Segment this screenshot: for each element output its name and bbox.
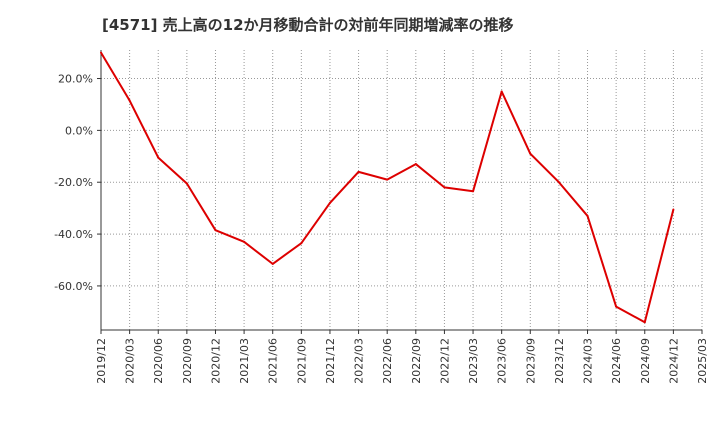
x-tick-label: 2020/09: [181, 338, 194, 384]
series-group: [100, 51, 675, 324]
data-point: [500, 90, 503, 93]
x-tick-label: 2024/09: [639, 338, 652, 384]
chart-title: [4571] 売上高の12か月移動合計の対前年同期増減率の推移: [102, 16, 514, 34]
data-point: [100, 51, 102, 54]
x-tick-label: 2023/09: [524, 338, 537, 384]
data-point: [357, 170, 360, 173]
data-point: [328, 201, 331, 204]
x-tick-label: 2021/09: [295, 338, 308, 384]
data-point: [472, 190, 475, 193]
x-tick-label: 2021/06: [267, 338, 280, 384]
data-point: [243, 240, 246, 243]
x-tick-label: 2022/12: [438, 338, 451, 384]
data-point: [414, 163, 417, 166]
x-tick-label: 2021/12: [324, 338, 337, 384]
grid-lines: [101, 50, 703, 330]
data-point: [586, 214, 589, 217]
data-point: [672, 208, 675, 211]
data-point: [529, 152, 532, 155]
x-tick-label: 2023/03: [467, 338, 480, 384]
x-tick-label: 2020/06: [152, 338, 165, 384]
y-tick-label: 0.0%: [65, 124, 93, 137]
x-axis-ticks: 2019/12 2020/03 2020/06 2020/09 2020/12 2021/…: [95, 330, 709, 384]
y-tick-label: -20.0%: [54, 176, 93, 189]
data-point: [185, 182, 188, 185]
y-axis-ticks: 20.0% 0.0% -20.0% -40.0% -60.0%: [54, 73, 101, 293]
data-point: [157, 156, 160, 159]
x-tick-label: 2024/06: [610, 338, 623, 384]
data-point: [443, 186, 446, 189]
x-tick-label: 2024/03: [582, 338, 595, 384]
x-tick-label: 2020/03: [124, 338, 137, 384]
x-tick-label: 2023/06: [496, 338, 509, 384]
data-point: [128, 99, 131, 102]
x-tick-label: 2023/12: [553, 338, 566, 384]
x-tick-label: 2020/12: [209, 338, 222, 384]
data-point: [271, 262, 274, 265]
x-tick-label: 2025/03: [696, 338, 709, 384]
data-point: [300, 242, 303, 245]
y-tick-label: 20.0%: [58, 73, 93, 86]
data-point: [557, 181, 560, 184]
x-tick-label: 2022/03: [353, 338, 366, 384]
x-tick-label: 2022/09: [410, 338, 423, 384]
data-point: [643, 321, 646, 324]
axes: [100, 50, 702, 331]
y-tick-label: -60.0%: [54, 280, 93, 293]
x-tick-label: 2021/03: [238, 338, 251, 384]
y-tick-label: -40.0%: [54, 228, 93, 241]
data-point: [214, 229, 217, 232]
data-point: [386, 178, 389, 181]
x-tick-label: 2022/06: [381, 338, 394, 384]
x-tick-label: 2019/12: [95, 338, 108, 384]
x-tick-label: 2024/12: [667, 338, 680, 384]
data-point: [615, 305, 618, 308]
